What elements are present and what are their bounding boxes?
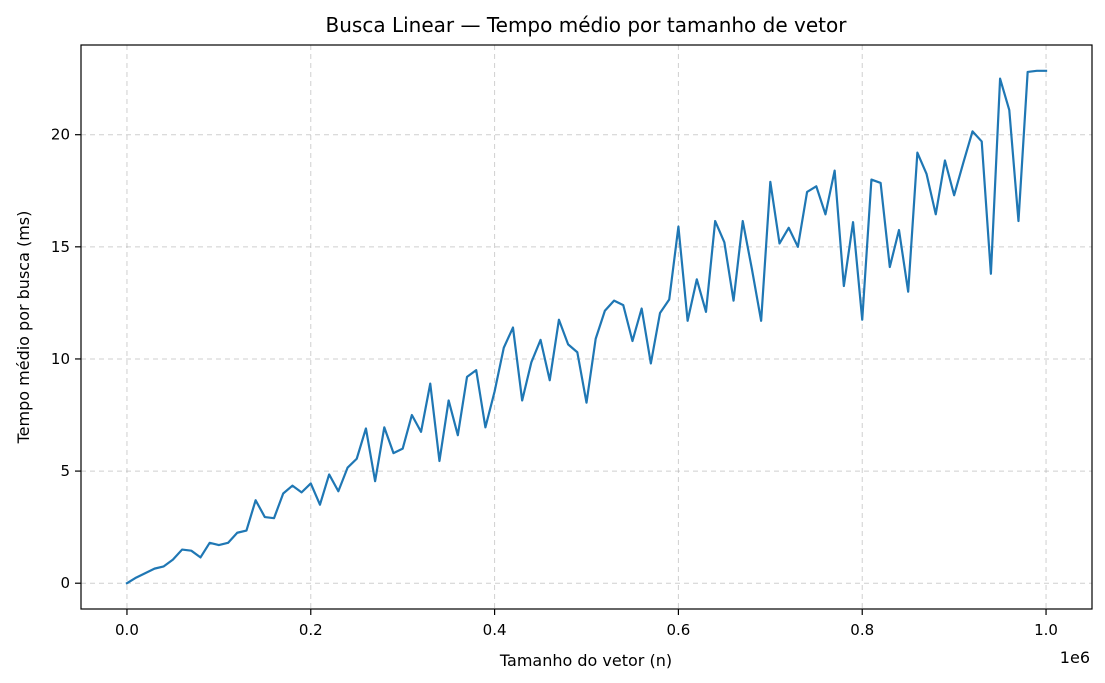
series-line [125, 69, 1048, 585]
grid-layer [81, 45, 1092, 609]
series-layer [125, 69, 1048, 585]
y-tick-label: 10 [51, 350, 70, 368]
x-tick-label: 0.6 [666, 621, 690, 639]
y-tick-label: 0 [60, 574, 70, 592]
x-tick-label: 0.2 [299, 621, 323, 639]
x-axis-label: Tamanho do vetor (n) [499, 651, 672, 670]
tick-layer: 0.0 0.2 0.4 0.6 0.8 1.0 0 5 10 15 20 [51, 126, 1058, 639]
x-tick-label: 0.4 [483, 621, 507, 639]
x-tick-label: 0.8 [850, 621, 874, 639]
chart-title: Busca Linear — Tempo médio por tamanho d… [326, 13, 848, 37]
x-tick-label: 0.0 [115, 621, 139, 639]
x-tick-label: 1.0 [1034, 621, 1058, 639]
plot-frame [80, 44, 1093, 610]
x-axis-offset-label: 1e6 [1060, 648, 1090, 667]
y-axis-label: Tempo médio por busca (ms) [14, 211, 33, 445]
y-tick-label: 20 [51, 126, 70, 144]
y-tick-label: 15 [51, 238, 70, 256]
y-tick-label: 5 [60, 462, 70, 480]
